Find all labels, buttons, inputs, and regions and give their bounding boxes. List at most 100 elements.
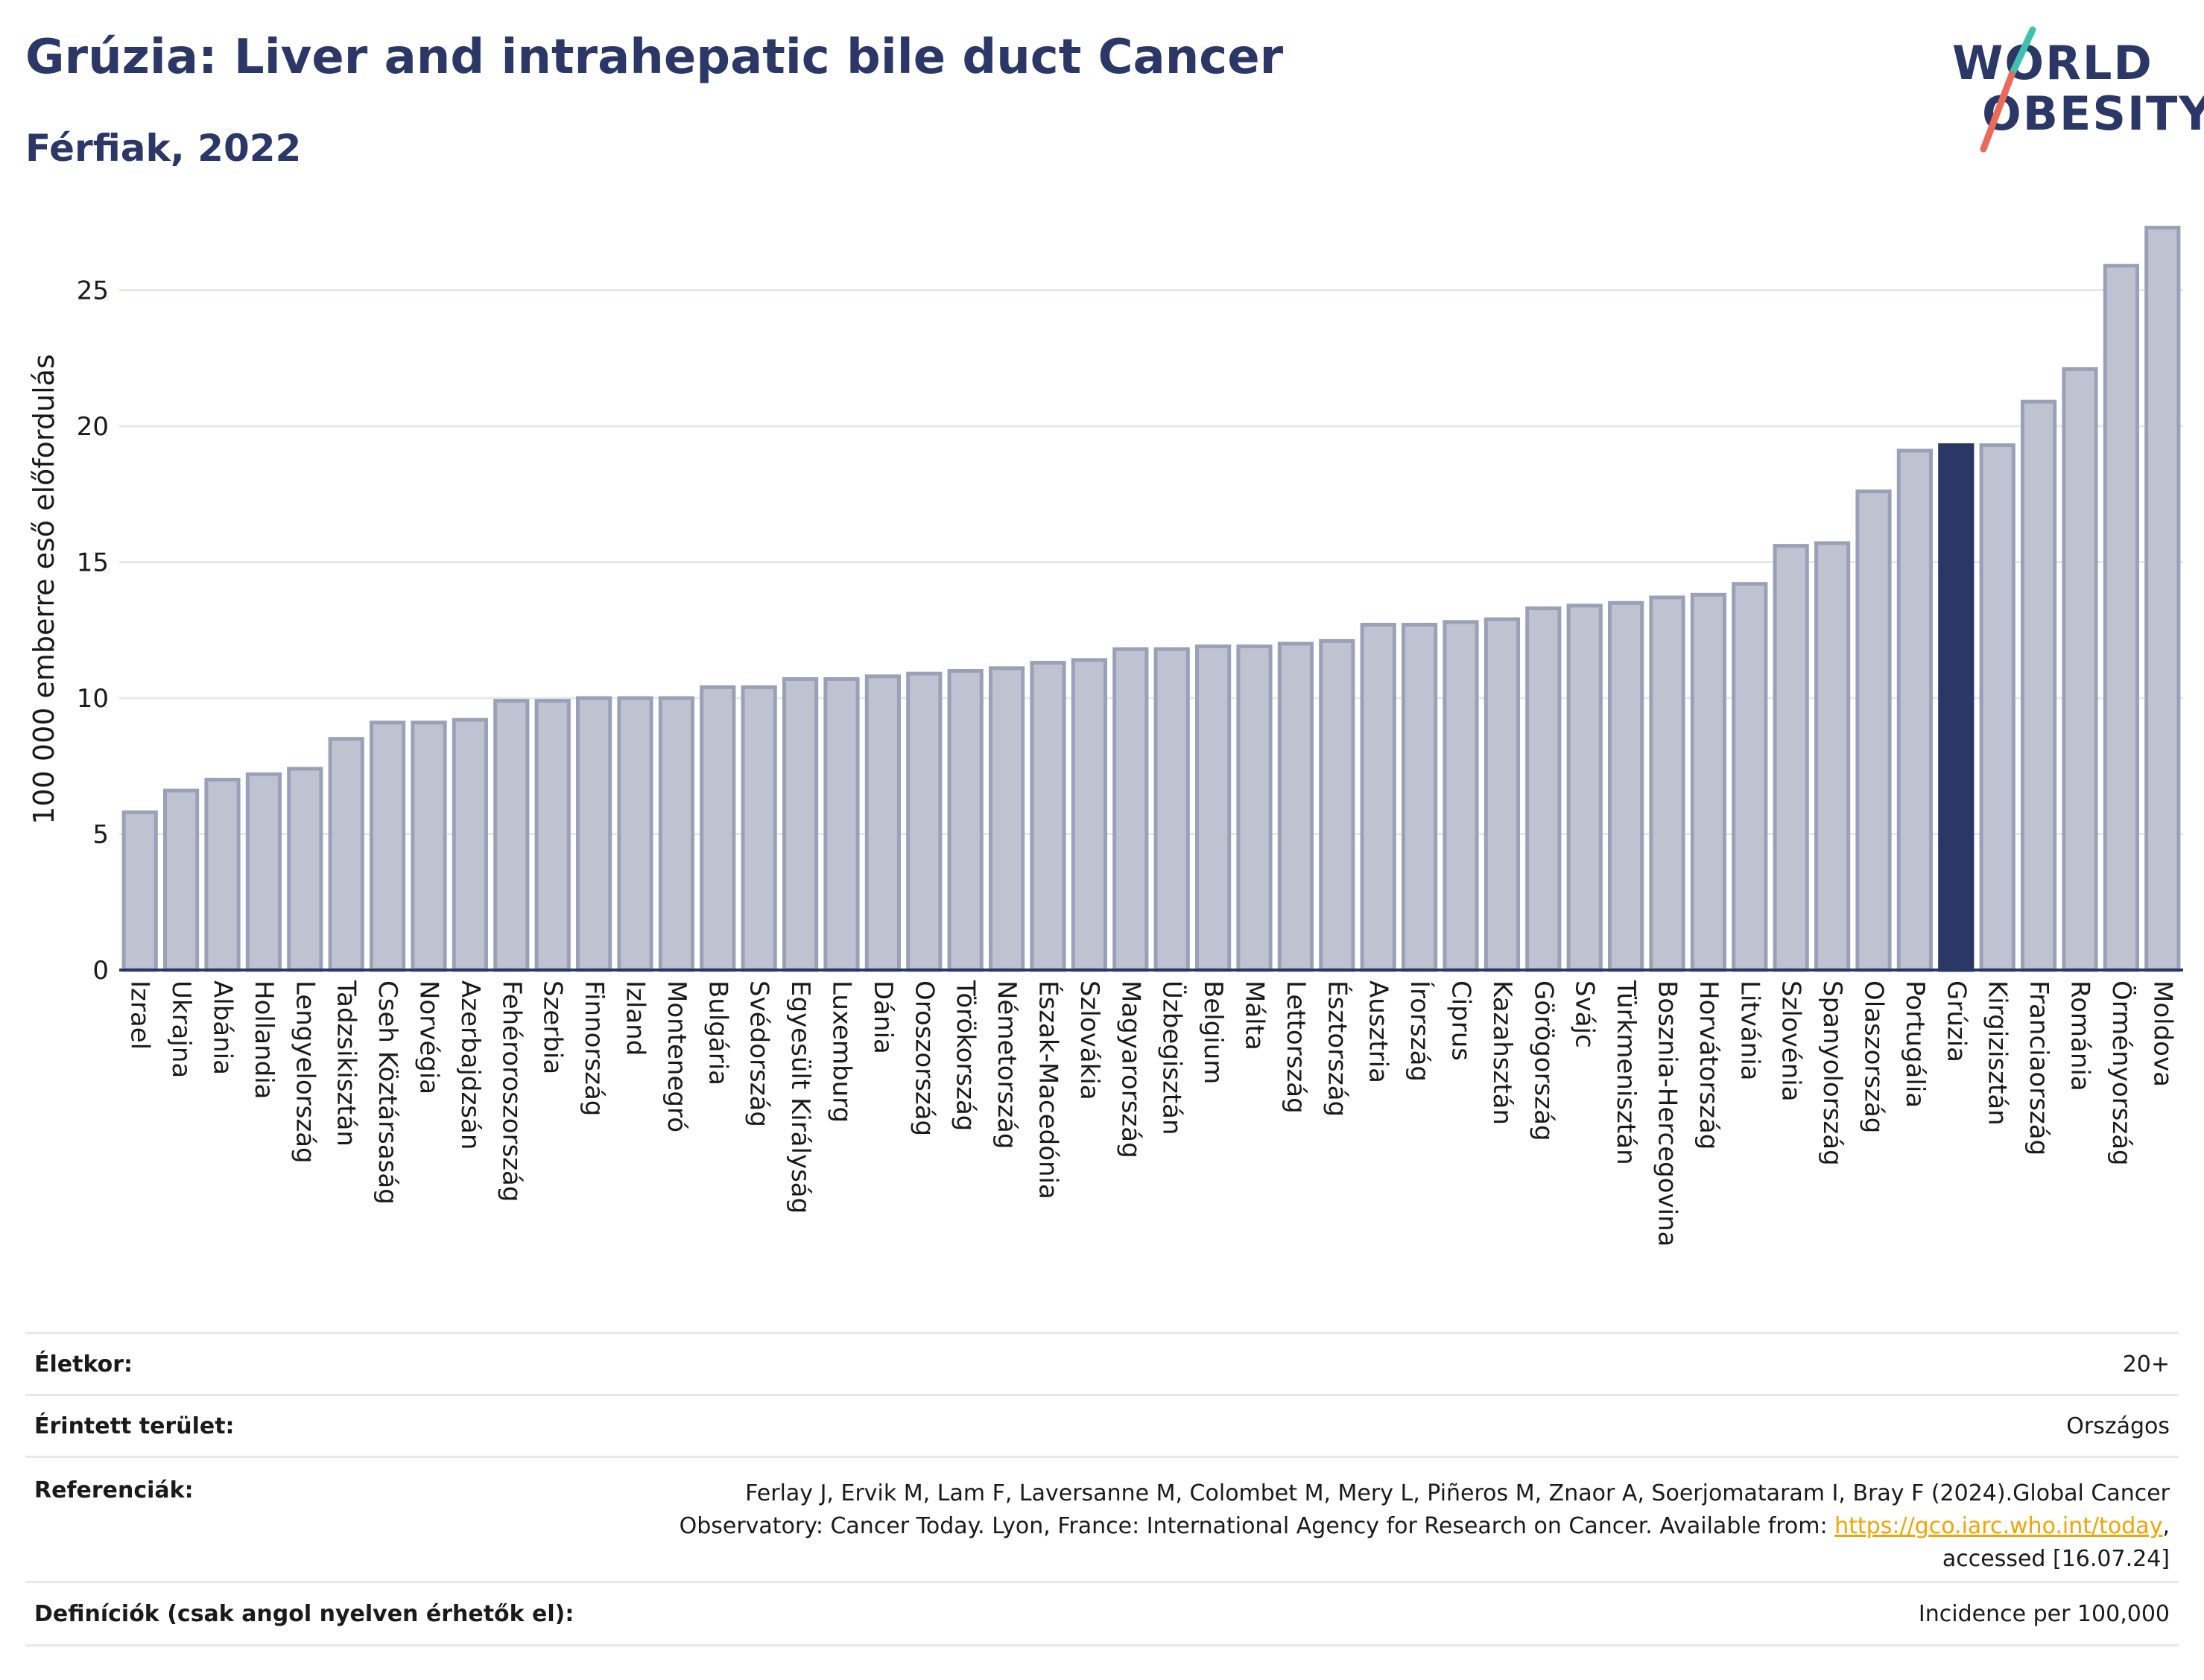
bar — [1814, 541, 1851, 972]
area-label: Érintett terület: — [34, 1413, 235, 1439]
x-tick-label: Dánia — [868, 980, 898, 1054]
x-tick-label: Norvégia — [414, 980, 444, 1094]
x-tick-label: Szerbia — [538, 980, 568, 1074]
bar — [1236, 644, 1273, 972]
bar — [1194, 644, 1232, 972]
x-tick-label: Finnország — [579, 980, 609, 1116]
bar — [1401, 622, 1438, 972]
x-tick-label: Türkmenisztán — [1611, 980, 1641, 1165]
reference-line-2-text: Observatory: Cancer Today. Lyon, France:… — [679, 1513, 1835, 1539]
x-tick-label: Magyarország — [1115, 980, 1145, 1158]
x-tick-label: Törökország — [951, 980, 981, 1131]
x-tick-label: Bosznia-Hercegovina — [1653, 980, 1682, 1246]
x-tick-label: Izland — [621, 980, 650, 1056]
bar — [162, 788, 200, 972]
x-tick-label: Észtország — [1322, 980, 1352, 1117]
bar — [864, 674, 902, 972]
bar — [369, 720, 406, 972]
bar-chart: 0 5 10 15 20 25 100 000 emberre eső előfordulá… — [28, 226, 2183, 1246]
area-value: Országos — [2066, 1413, 2170, 1439]
reference-line-2-end: , — [2162, 1513, 2170, 1539]
x-tick-label: Horvátország — [1694, 980, 1723, 1150]
bar — [1360, 622, 1396, 972]
x-tick-label: Szlovénia — [1776, 980, 1806, 1102]
x-tick-label: Portugália — [1900, 980, 1930, 1108]
bar — [1855, 489, 1892, 972]
x-tick-label: Azerbajdzsán — [455, 980, 485, 1150]
y-tick-label: 25 — [77, 276, 109, 306]
bar — [493, 699, 530, 972]
x-tick-label: Spanyolország — [1817, 980, 1847, 1166]
footer-row-area: Érintett terület: Országos — [25, 1394, 2179, 1456]
world-obesity-logo: WORLD OBESITY — [1937, 22, 2204, 164]
x-tick-label: Románia — [2065, 980, 2095, 1091]
x-tick-label: Oroszország — [909, 980, 939, 1136]
y-axis-label: 100 000 emberre eső előfordulás — [28, 354, 60, 824]
bar — [947, 669, 984, 972]
bar — [988, 666, 1025, 972]
x-tick-label: Kazahsztán — [1487, 980, 1517, 1125]
definitions-value: Incidence per 100,000 — [1918, 1600, 2170, 1627]
bar — [906, 671, 943, 972]
reference-line-1: Ferlay J, Ervik M, Lam F, Laversanne M, … — [745, 1480, 2170, 1506]
x-tick-label: Görögország — [1528, 980, 1558, 1141]
x-tick-label: Örményország — [2106, 980, 2137, 1166]
x-tick-label: Franciaország — [2024, 980, 2053, 1156]
y-tick-label: 20 — [77, 412, 109, 442]
bar — [700, 685, 736, 972]
x-tick-label: Litvánia — [1735, 980, 1764, 1081]
x-tick-label: Egyesült Királyság — [785, 980, 815, 1214]
y-tick-label: 0 — [92, 956, 109, 986]
x-tick-label: Bulgária — [703, 980, 732, 1085]
bar — [1030, 661, 1066, 972]
bar — [1649, 595, 1685, 972]
age-label: Életkor: — [34, 1351, 133, 1378]
x-tick-label: Üzbegisztán — [1157, 980, 1188, 1135]
reference-link[interactable]: https://gco.iarc.who.int/today — [1834, 1513, 2163, 1539]
bar — [2103, 264, 2140, 972]
footer-row-references: Referenciák: Ferlay J, Ervik M, Lam F, L… — [25, 1456, 2179, 1581]
bar — [411, 720, 447, 972]
y-tick-label: 5 — [92, 820, 109, 850]
chart-subtitle: Férfiak, 2022 — [25, 127, 302, 170]
bar — [121, 810, 158, 972]
x-tick-label: Németország — [992, 980, 1022, 1149]
bar — [1112, 647, 1149, 972]
bar — [2020, 399, 2057, 972]
bar — [1277, 641, 1314, 972]
bar — [534, 699, 571, 972]
x-tick-label: Málta — [1240, 980, 1270, 1050]
x-tick-label: Luxemburg — [827, 980, 857, 1123]
bar — [452, 717, 489, 972]
x-tick-label: Szlovákia — [1074, 980, 1104, 1100]
bar — [1732, 582, 1768, 972]
x-tick-label: Svédország — [744, 980, 774, 1127]
x-tick-label: Cseh Köztársaság — [373, 980, 402, 1205]
x-tick-label: Lengyelország — [290, 980, 320, 1164]
bar — [658, 696, 695, 972]
bar — [245, 772, 282, 972]
bar — [1607, 600, 1644, 972]
x-tick-label: Ausztria — [1364, 980, 1393, 1083]
logo-line-1: WORLD — [1952, 36, 2153, 90]
x-tick-label: Ciprus — [1446, 980, 1476, 1061]
logo-slash-icon — [1980, 26, 2036, 153]
bar — [1773, 544, 1809, 972]
footer-row-age: Életkor: 20+ — [25, 1332, 2179, 1394]
x-tick-label: Grúzia — [1941, 980, 1971, 1062]
x-tick-label: Izrael — [125, 980, 155, 1050]
bar — [2144, 226, 2181, 972]
bar — [1319, 638, 1355, 972]
x-tick-label: Olaszország — [1859, 980, 1889, 1133]
y-tick-label: 10 — [77, 684, 109, 714]
bar — [823, 676, 860, 972]
bar — [1443, 620, 1479, 972]
references-label: Referenciák: — [34, 1477, 194, 1503]
x-tick-label: Észak-Macedónia — [1033, 980, 1064, 1199]
bar — [204, 778, 241, 972]
x-tick-label: Lettország — [1281, 980, 1311, 1114]
bar — [1896, 448, 1934, 972]
bar — [1690, 592, 1727, 972]
reference-line-2: Observatory: Cancer Today. Lyon, France:… — [456, 1510, 2170, 1543]
bar — [287, 767, 323, 972]
